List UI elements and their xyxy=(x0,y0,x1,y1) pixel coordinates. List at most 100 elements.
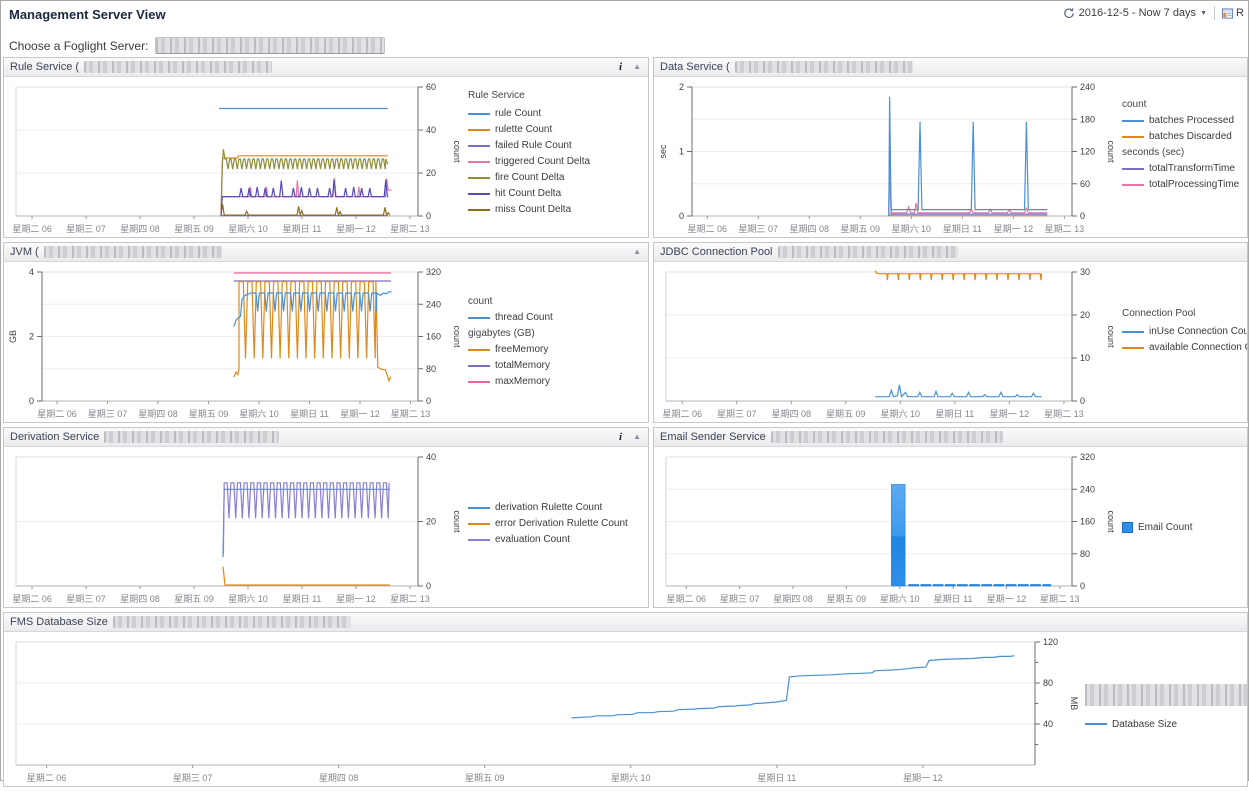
svg-text:0: 0 xyxy=(1080,396,1085,406)
svg-text:星期五 09: 星期五 09 xyxy=(841,224,881,234)
server-selector-label: Choose a Foglight Server: xyxy=(9,38,149,53)
legend-item-label: inUse Connection Count xyxy=(1149,326,1247,337)
legend-item-label: batches Processed xyxy=(1149,115,1235,126)
svg-text:星期二 06: 星期二 06 xyxy=(12,594,52,604)
svg-text:180: 180 xyxy=(1080,114,1095,124)
svg-text:星期六 10: 星期六 10 xyxy=(611,772,651,783)
legend-item: batches Processed xyxy=(1122,115,1247,126)
panel-title: Email Sender Service xyxy=(660,431,766,443)
redacted-text xyxy=(770,431,1003,443)
chart-svg: 0 20 40 count 星期二 06 星期三 07 星期四 08 星期五 09 星期六 10… xyxy=(12,452,462,604)
legend-item-label: miss Count Delta xyxy=(495,204,572,215)
svg-text:0: 0 xyxy=(1080,581,1085,591)
separator xyxy=(1214,6,1215,20)
svg-text:30: 30 xyxy=(1080,267,1090,277)
svg-text:星期二 06: 星期二 06 xyxy=(687,224,727,234)
svg-text:count: count xyxy=(452,325,462,348)
svg-text:320: 320 xyxy=(1080,452,1095,462)
svg-text:星期二 06: 星期二 06 xyxy=(27,773,67,783)
info-icon[interactable]: i xyxy=(619,60,623,73)
svg-text:120: 120 xyxy=(1043,637,1058,647)
svg-text:星期二 06: 星期二 06 xyxy=(662,409,702,419)
legend-line-swatch xyxy=(1122,135,1144,138)
svg-text:80: 80 xyxy=(1043,678,1053,688)
email-panel-header[interactable]: Email Sender Service xyxy=(654,428,1247,447)
svg-text:星期六 10: 星期六 10 xyxy=(892,223,932,234)
collapse-icon[interactable]: ▲ xyxy=(633,432,641,441)
jdbc-panel-header[interactable]: JDBC Connection Pool xyxy=(654,243,1247,262)
svg-text:星期一 12: 星期一 12 xyxy=(336,594,376,604)
legend-line-swatch xyxy=(468,506,490,509)
legend-line-swatch xyxy=(468,144,490,147)
svg-text:count: count xyxy=(452,510,462,533)
svg-text:星期三 07: 星期三 07 xyxy=(173,773,213,783)
redacted-text xyxy=(43,246,222,258)
legend-item: freeMemory xyxy=(468,344,648,355)
svg-text:20: 20 xyxy=(1080,310,1090,320)
svg-text:240: 240 xyxy=(1080,82,1095,92)
server-selector-row: Choose a Foglight Server: xyxy=(1,32,1248,57)
derivation-legend: derivation Rulette Count error Derivation… xyxy=(468,447,648,607)
panel-fms-database-size: FMS Database Size 40 80 120 MB 星期二 06 星期三 07 星… xyxy=(3,612,1248,787)
svg-text:40: 40 xyxy=(426,125,436,135)
collapse-icon[interactable]: ▲ xyxy=(633,247,641,256)
svg-text:星期六 10: 星期六 10 xyxy=(239,408,279,419)
svg-text:星期二 13: 星期二 13 xyxy=(1040,594,1080,604)
legend-line-swatch xyxy=(1122,183,1144,186)
legend-item-label: maxMemory xyxy=(495,376,551,387)
redacted-text xyxy=(84,61,273,73)
legend-item: Email Count xyxy=(1122,521,1193,533)
time-range-selector[interactable]: 2016-12-5 - Now 7 days ▼ xyxy=(1063,7,1207,19)
legend-line-swatch xyxy=(468,176,490,179)
svg-text:星期一 12: 星期一 12 xyxy=(990,409,1030,419)
panel-jdbc-connection-pool: JDBC Connection Pool 0 10 20 30 count 星期二 06 星… xyxy=(653,242,1248,423)
collapse-icon[interactable]: ▲ xyxy=(633,62,641,71)
data-service-panel-header[interactable]: Data Service ( xyxy=(654,58,1247,77)
svg-text:星期二 06: 星期二 06 xyxy=(12,224,52,234)
reports-button[interactable]: R xyxy=(1222,7,1244,19)
svg-text:星期五 09: 星期五 09 xyxy=(465,773,505,783)
svg-text:星期日 11: 星期日 11 xyxy=(283,224,322,234)
legend-item-label: batches Discarded xyxy=(1149,131,1232,142)
top-bar-actions: 2016-12-5 - Now 7 days ▼ R xyxy=(1063,6,1244,20)
svg-text:星期二 13: 星期二 13 xyxy=(391,409,431,419)
svg-text:星期三 07: 星期三 07 xyxy=(738,224,778,234)
derivation-panel-header[interactable]: Derivation Service i ▲ xyxy=(4,428,648,447)
svg-text:星期一 12: 星期一 12 xyxy=(340,409,380,419)
foglight-server-combo[interactable] xyxy=(155,37,386,54)
fms-panel-header[interactable]: FMS Database Size xyxy=(4,613,1247,632)
panel-title: Derivation Service xyxy=(10,431,100,443)
svg-text:240: 240 xyxy=(426,299,441,309)
legend-item: rulette Count xyxy=(468,124,648,135)
fms-legend: Database Size xyxy=(1085,632,1247,786)
info-icon[interactable]: i xyxy=(619,430,623,443)
svg-text:星期三 07: 星期三 07 xyxy=(66,224,106,234)
svg-text:sec: sec xyxy=(658,144,668,159)
legend-line-swatch xyxy=(468,538,490,541)
svg-text:星期四 08: 星期四 08 xyxy=(789,224,829,234)
rule-service-panel-header[interactable]: Rule Service ( i ▲ xyxy=(4,58,648,77)
svg-text:60: 60 xyxy=(426,82,436,92)
legend-item-label: fire Count Delta xyxy=(495,172,565,183)
svg-text:0: 0 xyxy=(426,581,431,591)
svg-text:80: 80 xyxy=(1080,549,1090,559)
legend-item: totalProcessingTime xyxy=(1122,179,1247,190)
svg-text:星期一 12: 星期一 12 xyxy=(336,224,376,234)
rule-service-chart: 0 20 40 60 count 星期二 06 星期三 07 星期四 08 星期五 09 星期六 … xyxy=(4,77,468,237)
svg-text:星期二 06: 星期二 06 xyxy=(37,409,77,419)
jvm-panel-header[interactable]: JVM ( ▲ xyxy=(4,243,648,262)
svg-text:星期五 09: 星期五 09 xyxy=(827,594,867,604)
svg-text:count: count xyxy=(1106,140,1116,163)
svg-text:星期二 13: 星期二 13 xyxy=(1045,224,1085,234)
legend-item: rule Count xyxy=(468,108,648,119)
legend-item-label: evaluation Count xyxy=(495,534,571,545)
svg-text:星期三 07: 星期三 07 xyxy=(720,594,760,604)
legend-item: available Connection Count xyxy=(1122,342,1247,353)
legend-item-label: thread Count xyxy=(495,312,553,323)
svg-text:320: 320 xyxy=(426,267,441,277)
svg-text:MB: MB xyxy=(1069,697,1079,711)
legend-item-label: Email Count xyxy=(1138,521,1193,533)
email-chart: 0 80 160 240 320 count 星期二 06 星期三 07 星期四 08 星期五 0… xyxy=(654,447,1122,607)
legend-item-label: rule Count xyxy=(495,108,542,119)
panel-data-service: Data Service ( 0 60 120 180 240 count 0 1 2 sec 星期… xyxy=(653,57,1248,238)
